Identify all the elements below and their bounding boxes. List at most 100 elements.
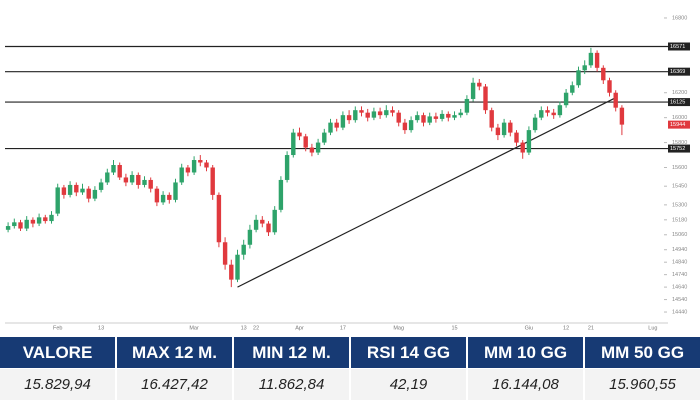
candle-body <box>309 147 315 153</box>
candle-body <box>415 115 420 121</box>
candle-body <box>222 242 228 265</box>
candle-body <box>297 132 302 137</box>
candle-body <box>594 52 600 68</box>
x-tick-label: Mag <box>393 325 404 331</box>
candle-body <box>557 105 563 116</box>
candle-body <box>18 222 23 229</box>
candle-body <box>92 189 98 199</box>
value-cell: 15.829,94 <box>0 368 115 400</box>
value-cell: 42,19 <box>351 368 466 400</box>
candle-body <box>601 67 606 81</box>
candle-body <box>129 174 135 183</box>
candle-body <box>284 155 290 180</box>
level-box <box>668 42 690 51</box>
x-tick-label: 17 <box>340 325 346 331</box>
candle-body <box>396 112 401 123</box>
y-tick-label: 15060 <box>672 232 687 238</box>
candle-body <box>545 110 550 113</box>
candle-body <box>495 127 501 136</box>
candle-body <box>272 209 277 233</box>
level-label: 16125 <box>670 100 685 106</box>
y-tick-label: 14840 <box>672 260 687 266</box>
candle-body <box>439 113 445 119</box>
candle-body <box>43 217 48 222</box>
candle-body <box>36 217 42 224</box>
candle-body <box>489 110 494 128</box>
y-tick-label: 14640 <box>672 285 687 291</box>
candle-body <box>365 112 370 118</box>
x-tick-label: Apr <box>295 325 304 331</box>
candle-body <box>117 165 122 178</box>
last-price-box <box>668 120 690 129</box>
candle-body <box>61 187 67 195</box>
candle-body <box>142 179 147 185</box>
y-tick-label: 16000 <box>672 115 687 121</box>
candle-body <box>452 115 457 118</box>
candle-body <box>160 194 166 203</box>
header-cell: MIN 12 M. <box>234 337 349 368</box>
candle-body <box>346 115 352 121</box>
candle-body <box>5 226 11 230</box>
candle-body <box>111 165 116 173</box>
candle-body <box>588 52 594 66</box>
candle-body <box>613 92 618 108</box>
candle-body <box>291 132 296 156</box>
candle-body <box>501 122 507 136</box>
candle-body <box>303 136 308 148</box>
value-cell: 15.960,55 <box>585 368 700 400</box>
candle-body <box>204 162 209 168</box>
x-tick-label: 12 <box>563 325 569 331</box>
x-tick-label: 13 <box>98 325 104 331</box>
candle-body <box>508 122 513 133</box>
candle-body <box>86 188 91 199</box>
x-tick-label: 13 <box>241 325 247 331</box>
candle-body <box>235 254 240 280</box>
candle-body <box>402 122 408 131</box>
y-tick-label: 15300 <box>672 202 687 208</box>
candle-body <box>315 142 321 153</box>
candle-body <box>253 219 259 230</box>
candle-body <box>526 130 532 153</box>
level-box <box>668 67 690 76</box>
candle-body <box>563 92 569 106</box>
candle-body <box>229 264 234 280</box>
candle-body <box>322 132 327 143</box>
candle-body <box>148 179 153 189</box>
header-cell: RSI 14 GG <box>351 337 466 368</box>
candle-body <box>328 122 333 133</box>
candle-body <box>24 219 29 229</box>
y-tick-label: 15600 <box>672 165 687 171</box>
candle-body <box>408 120 414 131</box>
candle-body <box>49 214 54 222</box>
candle-body <box>532 117 538 131</box>
x-tick-label: 15 <box>451 325 457 331</box>
header-cell: MM 10 GG <box>468 337 583 368</box>
candle-body <box>446 113 451 118</box>
candle-body <box>464 98 470 113</box>
candle-body <box>377 111 383 116</box>
candle-body <box>582 65 587 71</box>
level-box <box>668 144 690 153</box>
x-tick-label: 22 <box>253 325 259 331</box>
value-cell: 16.144,08 <box>468 368 583 400</box>
candle-body <box>98 182 104 190</box>
candle-body <box>390 110 395 113</box>
candle-body <box>470 82 476 99</box>
candle-body <box>607 80 612 93</box>
candle-body <box>340 115 346 128</box>
candle-body <box>30 219 36 224</box>
header-cell: MAX 12 M. <box>117 337 232 368</box>
candle-body <box>433 116 439 119</box>
candle-body <box>191 160 197 173</box>
candle-body <box>167 194 172 200</box>
x-tick-label: Giu <box>525 325 534 331</box>
candle-body <box>247 229 253 245</box>
y-tick-label: 16800 <box>672 15 687 21</box>
y-tick-label: 15450 <box>672 184 687 190</box>
candle-body <box>55 187 60 214</box>
level-label: 16571 <box>670 44 685 50</box>
candle-body <box>74 184 79 193</box>
candle-body <box>241 244 246 255</box>
candle-body <box>198 160 203 163</box>
